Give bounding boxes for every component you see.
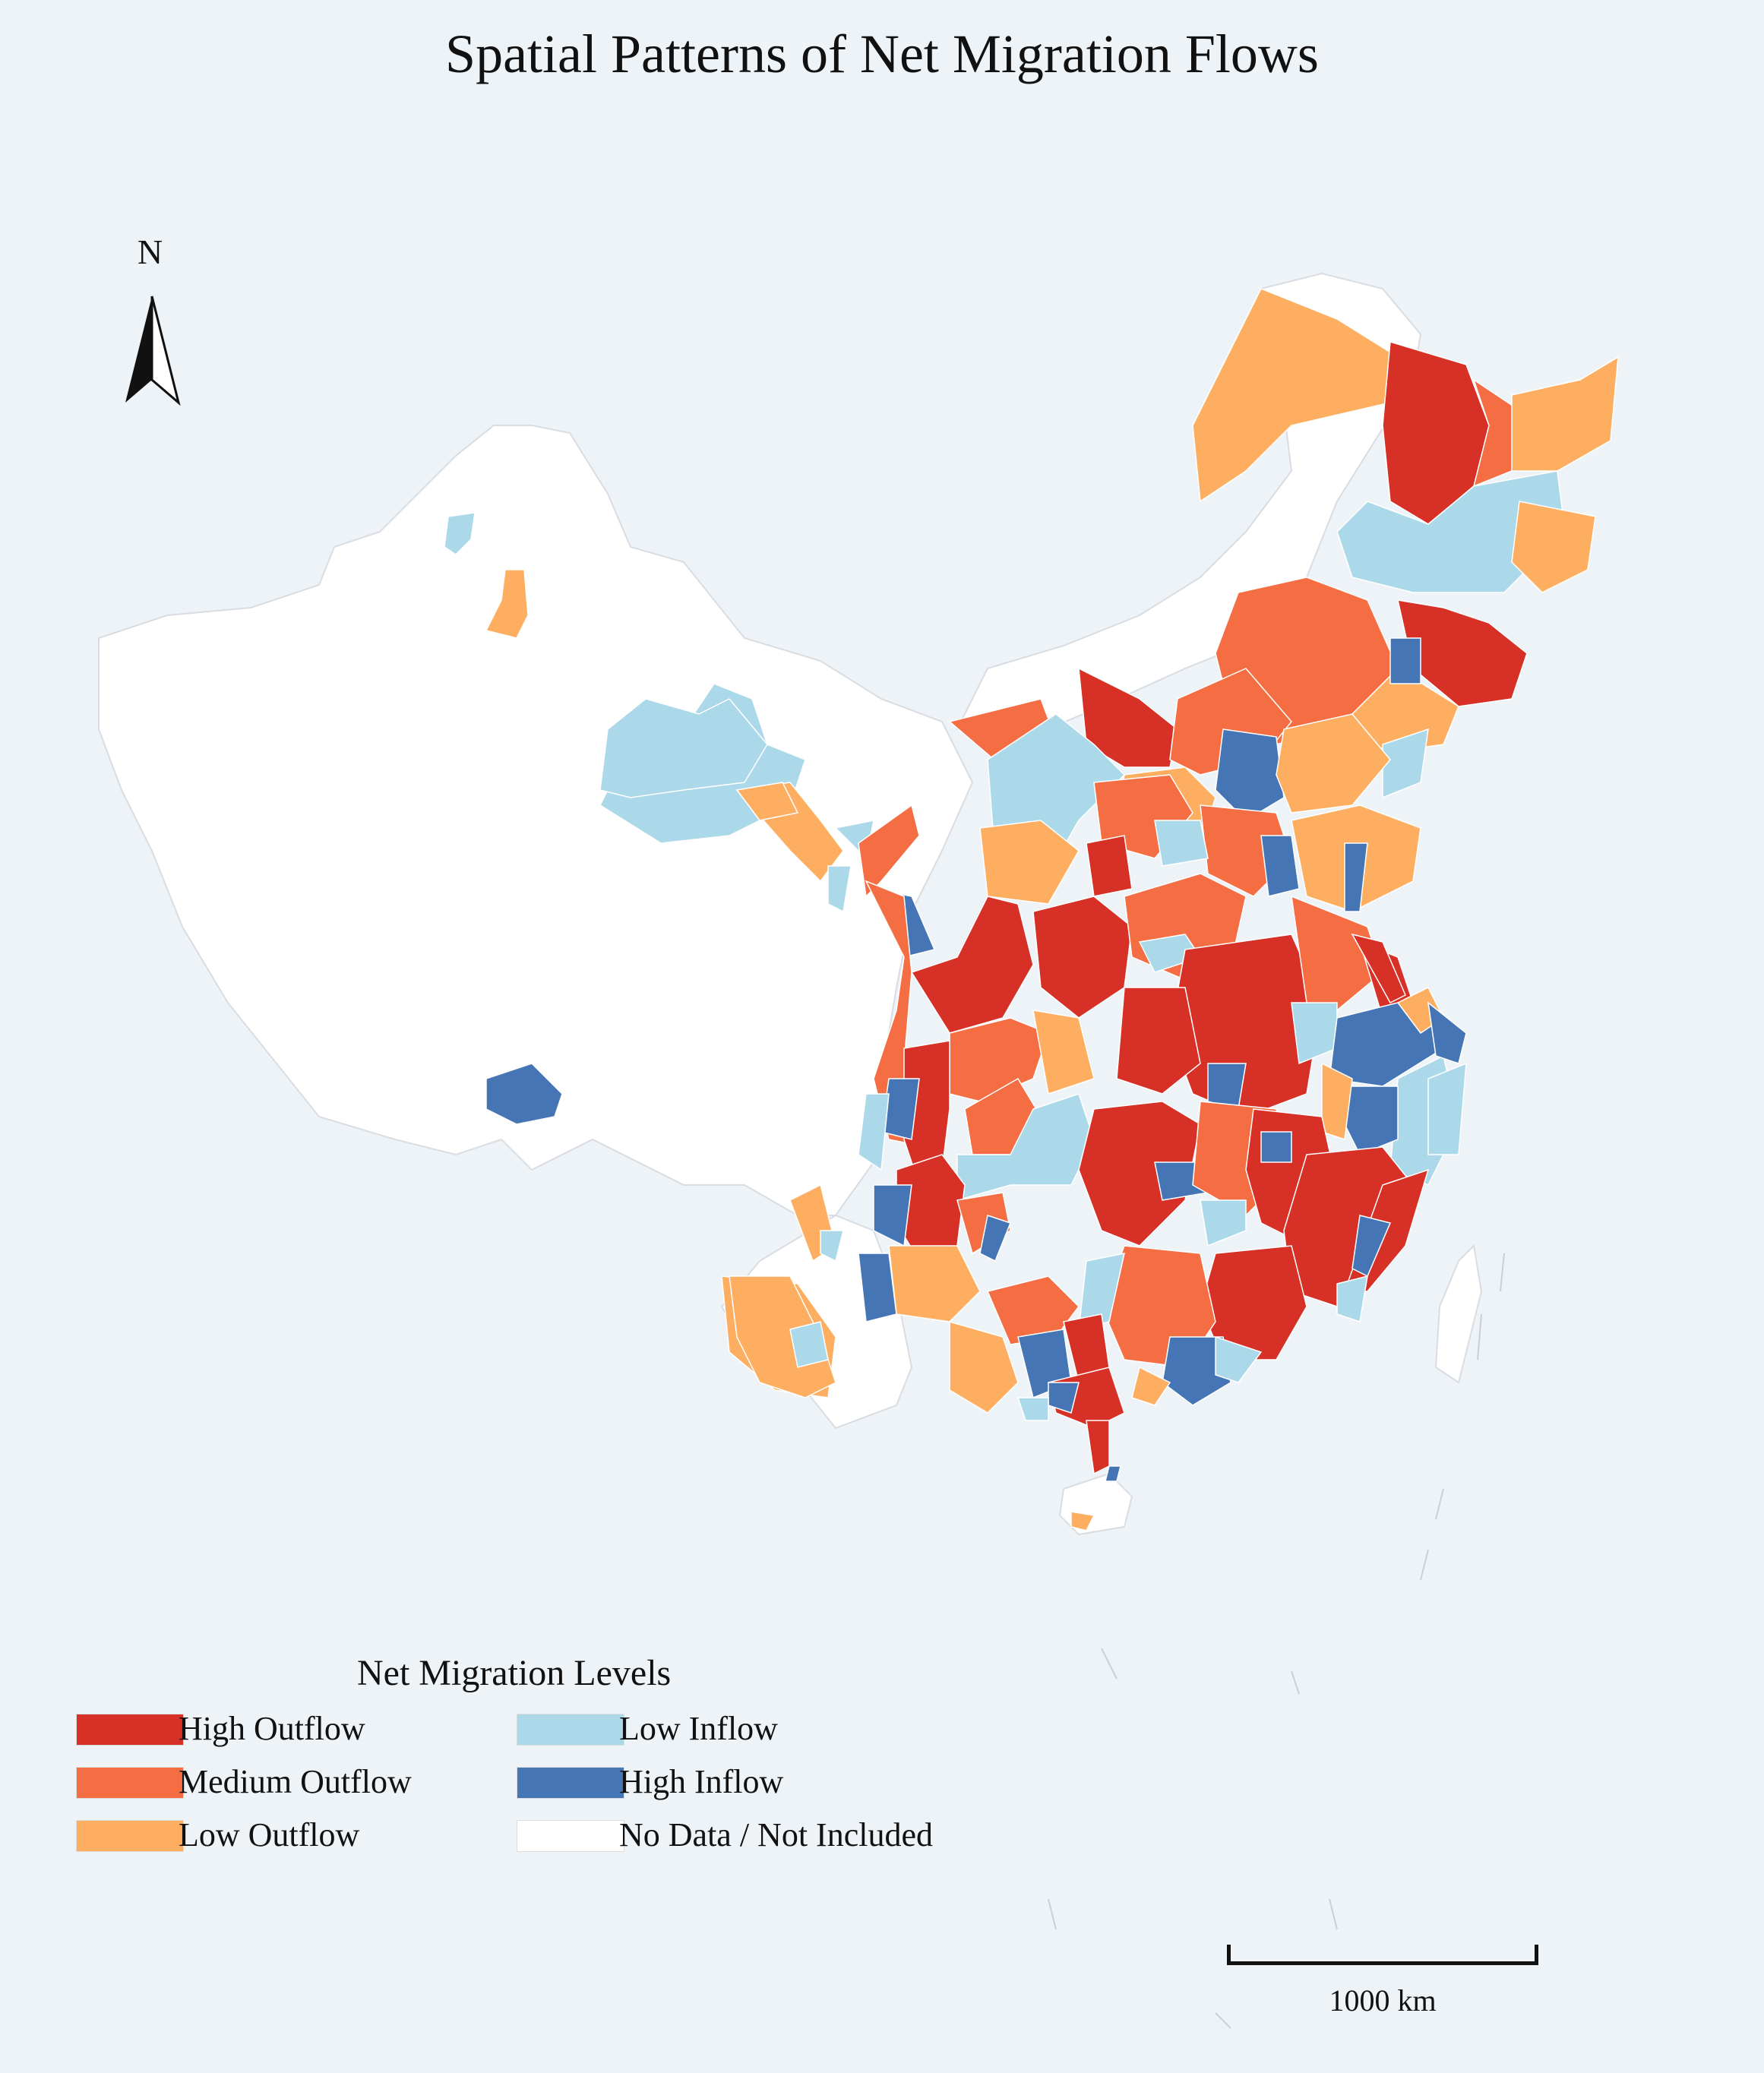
offshore-boundary-marks	[1048, 1253, 1505, 2029]
region-low-inflow	[1200, 1199, 1247, 1247]
legend-swatch	[517, 1714, 624, 1746]
region-high-outflow	[1086, 1420, 1110, 1475]
region-low-inflow	[1382, 728, 1429, 799]
legend-label: Low Outflow	[179, 1816, 360, 1853]
region-low-inflow	[1427, 1062, 1467, 1155]
region-low-outflow	[1511, 501, 1596, 593]
region-low-outflow	[485, 569, 529, 639]
region-high-inflow	[1389, 637, 1421, 684]
legend-title: Net Migration Levels	[357, 1653, 672, 1693]
region-high-outflow	[1032, 896, 1133, 1019]
legend-label: Medium Outflow	[179, 1763, 412, 1800]
north-label: N	[137, 232, 163, 271]
region-low-outflow	[979, 820, 1080, 905]
region-high-inflow	[1344, 1085, 1399, 1155]
region-high-inflow	[1260, 835, 1300, 897]
legend-swatch	[76, 1767, 184, 1799]
scale-bar-label: 1000 km	[1329, 1983, 1437, 2018]
region-low-inflow	[827, 865, 852, 913]
legend-swatch	[517, 1820, 624, 1852]
region-low-outflow	[949, 1321, 1019, 1414]
region-high-inflow	[1260, 1131, 1292, 1163]
taiwan-island	[1434, 1243, 1483, 1384]
scale-bar-tick-right	[1535, 1945, 1538, 1965]
legend-swatch	[517, 1767, 624, 1799]
region-high-inflow	[858, 1253, 897, 1322]
legend-label: High Inflow	[619, 1763, 784, 1800]
scale-bar: 1000 km	[1227, 1945, 1538, 2018]
region-high-outflow	[1116, 987, 1201, 1095]
region-low-inflow	[444, 512, 476, 555]
region-high-inflow	[1162, 1336, 1231, 1406]
map-title: Spatial Patterns of Net Migration Flows	[445, 24, 1319, 84]
region-low-inflow	[599, 698, 768, 798]
region-low-inflow	[1291, 1002, 1338, 1065]
region-high-inflow	[979, 1215, 1011, 1262]
region-low-inflow	[858, 1093, 890, 1171]
region-medium-outflow	[858, 804, 920, 898]
region-high-inflow	[1105, 1465, 1121, 1482]
region-high-outflow	[1078, 1101, 1201, 1247]
scale-bar-tick-left	[1227, 1945, 1231, 1965]
region-low-inflow	[789, 1321, 829, 1368]
region-low-outflow	[1321, 1062, 1353, 1141]
region-low-outflow	[1131, 1366, 1171, 1406]
region-low-inflow	[1016, 1397, 1049, 1421]
legend-label: Low Inflow	[619, 1710, 778, 1747]
region-high-outflow	[1351, 933, 1406, 1003]
region-high-outflow	[1086, 835, 1133, 897]
region-low-inflow	[1078, 1253, 1125, 1330]
legend-swatch	[76, 1820, 184, 1852]
region-low-outflow	[735, 782, 799, 821]
legend-label: No Data / Not Included	[619, 1816, 933, 1853]
region-low-outflow	[1032, 1010, 1095, 1095]
region-high-inflow	[485, 1063, 563, 1125]
region-high-inflow	[1215, 728, 1285, 821]
region-high-inflow	[1427, 1001, 1467, 1064]
region-low-outflow	[888, 1245, 981, 1322]
region-low-outflow	[1070, 1511, 1095, 1531]
migration-regions	[444, 288, 1619, 1531]
north-arrow-icon	[125, 295, 181, 406]
region-low-inflow	[1336, 1275, 1368, 1322]
region-medium-outflow	[1291, 895, 1383, 1011]
legend-label: High Outflow	[179, 1710, 365, 1747]
scale-bar-line	[1227, 1961, 1538, 1965]
region-low-outflow	[729, 1275, 836, 1398]
region-high-outflow	[910, 896, 1034, 1034]
region-low-outflow	[1276, 713, 1391, 814]
region-low-inflow	[1215, 1335, 1263, 1383]
region-high-inflow	[1344, 842, 1368, 912]
region-low-inflow	[1154, 820, 1209, 867]
legend-swatch	[76, 1714, 184, 1746]
region-low-inflow	[820, 1230, 844, 1262]
region-low-outflow	[1511, 356, 1619, 472]
